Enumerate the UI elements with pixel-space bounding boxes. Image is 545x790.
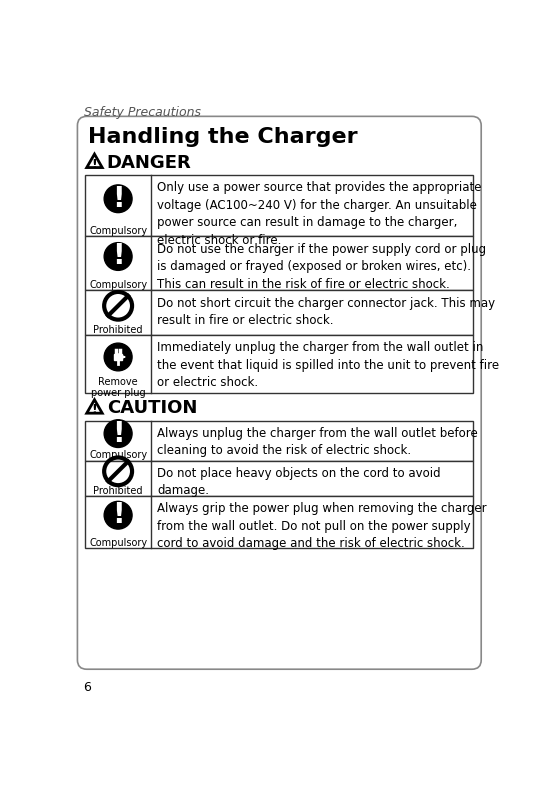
Text: Compulsory: Compulsory (89, 280, 147, 290)
Bar (85, 236, 474, 291)
Circle shape (104, 243, 132, 270)
Bar (85, 461, 474, 496)
Text: Prohibited: Prohibited (93, 325, 143, 335)
FancyBboxPatch shape (77, 116, 481, 669)
Text: Do not place heavy objects on the cord to avoid
damage.: Do not place heavy objects on the cord t… (158, 467, 441, 497)
Bar (114, 354, 122, 360)
Text: Safety Precautions: Safety Precautions (83, 106, 201, 118)
Text: Compulsory: Compulsory (89, 450, 147, 460)
Circle shape (104, 502, 132, 529)
Bar (85, 420, 474, 461)
Text: Only use a power source that provides the appropriate
voltage (AC100~240 V) for : Only use a power source that provides th… (158, 181, 482, 246)
Text: Compulsory: Compulsory (89, 226, 147, 236)
Text: 6: 6 (83, 681, 92, 694)
Bar (85, 335, 474, 393)
Text: CAUTION: CAUTION (107, 399, 197, 417)
Text: !: ! (112, 243, 124, 270)
Text: Do not short circuit the charger connector jack. This may
result in fire or elec: Do not short circuit the charger connect… (158, 296, 495, 327)
Text: Remove
power plug: Remove power plug (91, 377, 146, 398)
Bar (85, 291, 474, 335)
Text: Handling the Charger: Handling the Charger (88, 127, 358, 147)
Text: Do not use the charger if the power supply cord or plug
is damaged or frayed (ex: Do not use the charger if the power supp… (158, 243, 486, 291)
Text: !: ! (112, 185, 124, 213)
Circle shape (104, 419, 132, 447)
Bar (85, 175, 474, 236)
Bar (85, 496, 474, 548)
Text: !: ! (92, 403, 98, 416)
Text: !: ! (92, 157, 98, 171)
Text: !: ! (112, 501, 124, 529)
Text: Compulsory: Compulsory (89, 538, 147, 548)
Text: Immediately unplug the charger from the wall outlet in
the event that liquid is : Immediately unplug the charger from the … (158, 341, 499, 389)
Circle shape (104, 185, 132, 213)
Text: Always grip the power plug when removing the charger
from the wall outlet. Do no: Always grip the power plug when removing… (158, 502, 487, 550)
Text: Always unplug the charger from the wall outlet before
cleaning to avoid the risk: Always unplug the charger from the wall … (158, 427, 478, 457)
Circle shape (104, 343, 132, 371)
Text: !: ! (112, 419, 124, 448)
Text: Prohibited: Prohibited (93, 486, 143, 495)
Text: DANGER: DANGER (107, 153, 192, 171)
